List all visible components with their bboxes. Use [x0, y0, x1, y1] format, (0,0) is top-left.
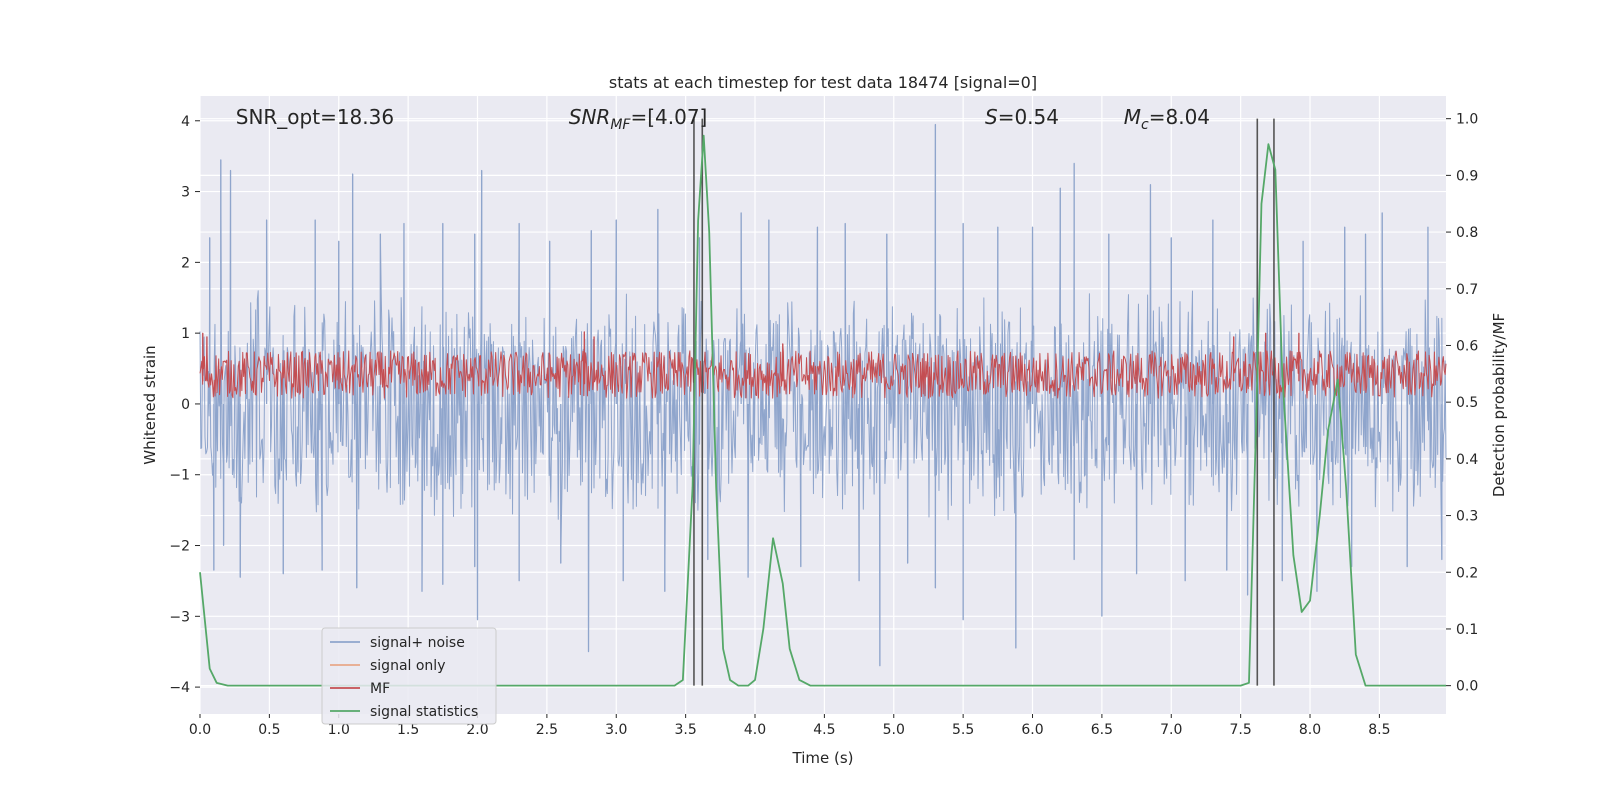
x-tick-label: 6.5 [1091, 722, 1113, 738]
y-right-tick-label: 0.4 [1456, 452, 1478, 468]
chart-title: stats at each timestep for test data 184… [609, 73, 1037, 92]
y-right-tick-label: 0.5 [1456, 395, 1478, 411]
series-line-signal-noise [199, 123, 1447, 667]
x-tick-label: 0.5 [258, 722, 280, 738]
x-tick-label: 2.5 [536, 722, 558, 738]
x-tick-label: 0.0 [189, 722, 211, 738]
legend-label: signal statistics [370, 704, 478, 720]
legend-label: MF [370, 681, 390, 697]
y-right-tick-label: 0.7 [1456, 282, 1478, 298]
annotation-snr-mf: SNRMF=[4.07] [569, 105, 708, 133]
y-right-tick-label: 1.0 [1456, 112, 1478, 128]
x-tick-label: 4.5 [813, 722, 835, 738]
signal-statistics-line [199, 134, 1446, 687]
series-signal-noise [199, 123, 1447, 667]
y-right-tick-label: 0.0 [1456, 679, 1478, 695]
x-tick-label: 8.0 [1299, 722, 1321, 738]
x-tick-label: 8.5 [1368, 722, 1390, 738]
y-left-tick-label: −1 [169, 468, 190, 484]
x-tick-label: 4.0 [744, 722, 766, 738]
annotation-mc-value: Mc=8.04 [1124, 105, 1210, 133]
series-signal-statistics [199, 134, 1446, 687]
y-left-tick-label: −2 [169, 539, 190, 555]
y-right-tick-label: 0.6 [1456, 338, 1478, 354]
x-tick-label: 1.5 [397, 722, 419, 738]
annotation-snr-opt: SNR_opt=18.36 [236, 105, 394, 129]
y-left-axis-label: Whitened strain [141, 345, 159, 464]
series-line-mf [199, 331, 1447, 399]
y-right-tick-label: 0.3 [1456, 509, 1478, 525]
legend-box [321, 627, 497, 725]
legend: signal+ noise signal only MF signal statist… [321, 627, 497, 725]
y-right-tick-label: 0.9 [1456, 168, 1478, 184]
x-axis-label: Time (s) [792, 749, 854, 767]
x-tick-label: 3.5 [675, 722, 697, 738]
y-left-tick-label: 4 [181, 114, 190, 130]
y-right-tick-label: 0.8 [1456, 225, 1478, 241]
annotations: SNR_opt=18.36 SNRMF=[4.07] S=0.54 Mc=8.04 [236, 105, 1210, 133]
y-left-axis-ticks: −4 −3 −2 −1 0 1 2 3 4 [169, 114, 200, 696]
series-mf [199, 331, 1447, 399]
x-tick-label: 7.5 [1230, 722, 1252, 738]
y-left-tick-label: 2 [181, 255, 190, 271]
x-tick-label: 3.0 [605, 722, 627, 738]
legend-label: signal only [370, 658, 445, 674]
y-right-axis-ticks: 0.0 0.1 0.2 0.3 0.4 0.5 0.6 0.7 0.8 0.9 1.0 [1446, 112, 1478, 695]
y-left-tick-label: −4 [169, 680, 190, 696]
plot-area [200, 96, 1446, 714]
y-left-tick-label: 0 [181, 397, 190, 413]
y-right-axis-label: Detection probability/MF [1490, 313, 1508, 497]
y-left-tick-label: −3 [169, 609, 190, 625]
y-right-tick-label: 0.1 [1456, 622, 1478, 638]
y-left-tick-label: 3 [181, 185, 190, 201]
x-tick-label: 2.0 [466, 722, 488, 738]
y-right-tick-label: 0.2 [1456, 565, 1478, 581]
x-tick-label: 1.0 [328, 722, 350, 738]
x-tick-label: 5.0 [883, 722, 905, 738]
y-left-tick-label: 1 [181, 326, 190, 342]
x-tick-label: 5.5 [952, 722, 974, 738]
x-tick-label: 6.0 [1021, 722, 1043, 738]
x-tick-label: 7.0 [1160, 722, 1182, 738]
legend-label: signal+ noise [370, 635, 465, 651]
annotation-s-value: S=0.54 [985, 105, 1059, 129]
